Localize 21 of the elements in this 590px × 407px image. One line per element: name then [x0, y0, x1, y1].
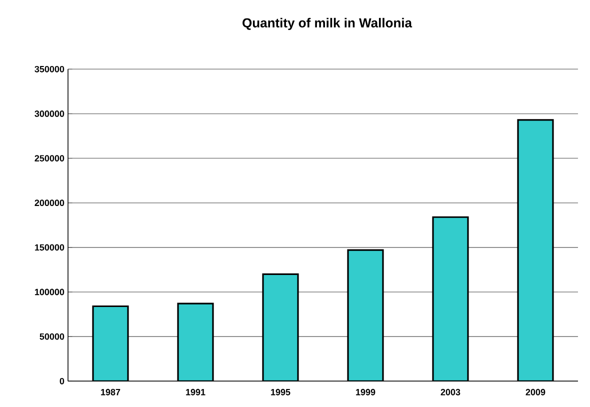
y-tick-label: 300000	[34, 110, 64, 117]
x-tick-label: 1999	[356, 388, 376, 396]
y-tick-label: 50000	[40, 333, 64, 340]
x-tick-label: 1987	[101, 388, 120, 396]
bar	[177, 302, 214, 382]
y-tick-label: 250000	[34, 155, 64, 162]
x-tick-label: 2003	[440, 388, 460, 396]
bar	[347, 249, 384, 382]
bar	[517, 119, 554, 382]
y-tick-label: 100000	[35, 288, 64, 296]
bar	[262, 273, 299, 382]
y-tick-label: 150000	[35, 244, 64, 251]
bar	[432, 216, 469, 382]
y-tick-label: 200000	[34, 200, 64, 206]
x-tick-label: 1995	[271, 388, 290, 396]
bar	[92, 305, 129, 382]
y-tick-label: 350000	[34, 66, 64, 72]
chart-title: Quantity of milk in Wallonia	[242, 18, 412, 30]
y-tick-label: 0	[60, 378, 64, 384]
x-tick-label: 2009	[526, 388, 546, 396]
x-tick-label: 1991	[186, 388, 206, 396]
